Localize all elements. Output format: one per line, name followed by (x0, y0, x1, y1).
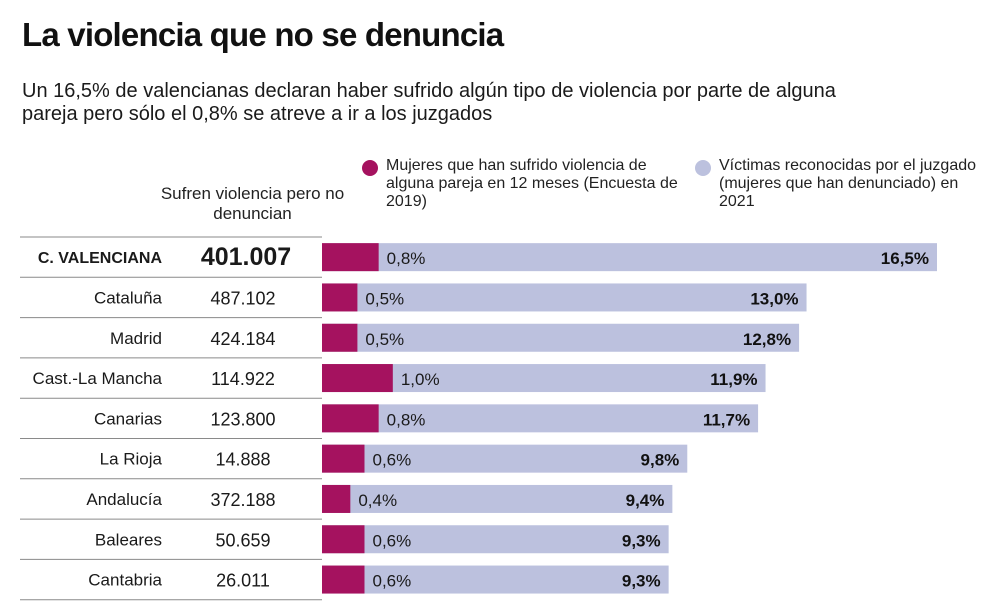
bar-reported (322, 243, 379, 272)
legend-label-surveyed: Mujeres que han sufrido violencia de alg… (386, 157, 678, 210)
category-label: C. VALENCIANA (38, 250, 163, 267)
bar-survey-violence (322, 323, 800, 352)
bar-reported (322, 364, 393, 393)
bar-survey-violence (322, 565, 669, 594)
reported-value-label: 0,4% (358, 491, 397, 510)
bar-reported (322, 484, 351, 513)
legend-swatch-lavender (695, 160, 711, 176)
survey-value-label: 9,8% (641, 451, 680, 470)
legend-swatch-magenta (362, 160, 378, 176)
survey-value-label: 12,8% (743, 330, 791, 349)
bar-survey-violence (322, 243, 937, 272)
reported-value-label: 0,8% (387, 249, 426, 268)
not-reported-value: 50.659 (215, 530, 270, 550)
reported-value-label: 0,8% (387, 410, 426, 429)
reported-value-label: 0,6% (372, 451, 411, 470)
survey-value-label: 11,9% (710, 370, 757, 389)
category-label: Andalucía (86, 490, 162, 509)
bar-reported (322, 323, 358, 352)
not-reported-value: 401.007 (201, 243, 291, 271)
survey-value-label: 9,4% (626, 491, 665, 510)
not-reported-value: 26.011 (216, 571, 270, 591)
category-label: La Rioja (100, 450, 163, 469)
category-label: Cast.-La Mancha (33, 369, 163, 388)
bar-survey-violence (322, 364, 766, 393)
category-label: Canarias (94, 409, 162, 428)
category-label: Cataluña (94, 288, 163, 307)
bar-survey-violence (322, 484, 673, 513)
reported-value-label: 0,5% (365, 289, 404, 308)
not-reported-value: 424.184 (210, 329, 275, 349)
reported-value-label: 0,5% (365, 330, 404, 349)
not-reported-value: 372.188 (210, 490, 275, 510)
category-label: Madrid (110, 329, 162, 348)
category-label: Cantabria (88, 571, 162, 590)
bar-survey-violence (322, 283, 807, 312)
reported-value-label: 1,0% (401, 370, 440, 389)
not-reported-value: 114.922 (211, 369, 275, 389)
not-reported-value: 487.102 (210, 288, 275, 308)
survey-value-label: 9,3% (622, 531, 661, 550)
chart-subtitle: Un 16,5% de valencianas declaran haber s… (22, 80, 836, 125)
column-header-not-reported: Sufren violencia pero no denuncian (160, 184, 345, 223)
chart-title: La violencia que no se denuncia (22, 16, 504, 53)
survey-value-label: 16,5% (881, 249, 929, 268)
bar-reported (322, 444, 365, 473)
category-label: Baleares (95, 530, 162, 549)
legend-label-reported: Víctimas reconocidas por el juzgado (muj… (719, 157, 977, 210)
survey-value-label: 13,0% (750, 289, 798, 308)
bar-survey-violence (322, 404, 759, 433)
not-reported-value: 123.800 (210, 409, 275, 429)
survey-value-label: 9,3% (622, 572, 661, 591)
reported-value-label: 0,6% (372, 572, 411, 591)
not-reported-value: 14.888 (215, 450, 270, 470)
reported-value-label: 0,6% (372, 531, 411, 550)
bar-reported (322, 283, 358, 312)
survey-value-label: 11,7% (703, 410, 750, 429)
bar-survey-violence (322, 444, 688, 473)
bar-survey-violence (322, 525, 669, 554)
bar-reported (322, 525, 365, 554)
bar-reported (322, 565, 365, 594)
bar-reported (322, 404, 379, 433)
